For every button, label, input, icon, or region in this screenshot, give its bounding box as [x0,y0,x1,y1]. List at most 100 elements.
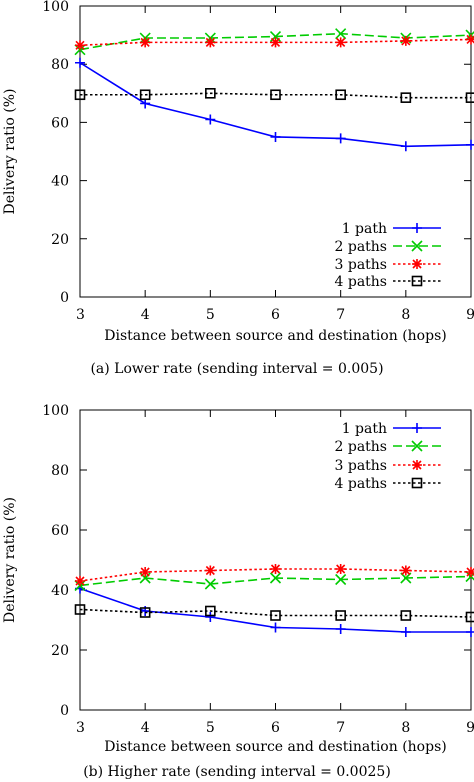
legend-label: 4 paths [335,476,388,492]
legend-swatch-marker [411,477,423,489]
series-2 [74,570,474,592]
legend-label: 3 paths [335,458,388,474]
data-point [400,92,412,103]
x-tick-label: 7 [336,720,345,736]
data-point [466,627,474,637]
x-tick-label: 6 [271,307,280,323]
y-tick-label: 100 [42,403,69,419]
data-point [205,565,216,576]
x-axis-label: Distance between source and destination … [104,739,446,755]
data-point [140,37,151,48]
data-point [269,572,282,584]
y-tick-label: 80 [51,463,69,479]
data-point [139,607,151,618]
data-point [74,604,86,615]
series-4 [74,88,474,103]
series-4 [74,604,474,623]
legend-swatch-marker [411,275,423,287]
x-tick-label: 9 [466,720,474,736]
legend-swatch-marker [412,460,422,470]
x-tick-label: 8 [401,307,410,323]
y-tick-label: 20 [51,232,69,248]
data-point [205,612,216,622]
data-point [466,139,474,150]
plot-frame [79,409,472,711]
series-line [79,608,472,618]
series-1 [75,583,474,637]
data-point [205,114,216,125]
y-tick-label: 40 [51,174,69,190]
x-tick-label: 5 [206,307,215,323]
data-point [205,37,216,48]
y-tick-label: 0 [60,290,69,306]
data-point [400,35,411,46]
figure-caption: (b) Higher rate (sending interval = 0.00… [83,764,391,780]
data-point [139,89,151,101]
legend-label: 2 paths [335,239,388,255]
data-point [335,610,346,621]
y-tick-label: 100 [42,0,69,15]
legend-label: 3 paths [335,257,388,273]
legend-swatch-marker [412,259,422,269]
data-point [335,37,346,48]
x-tick-label: 5 [206,720,215,736]
chart-higher-rate: 0 20 40 60 80 100 3 4 5 6 7 8 9 Distance between sour… [2,403,474,780]
legend: 1 path 2 paths 3 paths 4 paths [335,421,441,492]
legend-label: 4 paths [335,274,388,290]
data-point [75,40,85,51]
data-point [466,34,474,45]
data-point [400,610,412,621]
data-point [204,578,216,590]
y-tick-label: 60 [51,523,69,539]
figure-caption: (a) Lower rate (sending interval = 0.005… [90,361,383,377]
data-point [335,28,347,40]
data-point [75,57,85,68]
legend-swatch-marker [411,440,423,452]
x-tick-label: 7 [336,307,345,323]
data-point [465,92,474,103]
data-point [400,141,411,152]
data-point [205,605,216,617]
data-point [335,89,346,101]
y-tick-label: 60 [51,115,69,131]
data-point [335,624,346,634]
series-line [80,92,471,99]
y-tick-label: 0 [60,703,69,719]
x-tick-label: 4 [141,720,150,736]
data-point [270,89,281,101]
plot-frame [79,5,472,298]
series-3 [75,34,474,51]
legend-swatch-marker [411,240,423,252]
legend-label: 1 path [342,421,387,437]
data-point [270,622,281,633]
data-point [335,573,347,586]
data-point [140,98,151,109]
y-axis-label: Delivery ratio (%) [2,89,18,215]
data-point [335,133,346,144]
series-3 [75,564,474,586]
chart-lower-rate: 0 20 40 60 80 100 3 4 5 6 7 8 9 Distance between sour… [2,0,474,377]
data-point [270,131,281,142]
data-point [140,567,151,577]
data-point [75,576,85,586]
data-point [466,567,474,577]
data-point [335,564,346,574]
data-point [205,88,216,99]
legend-label: 1 path [342,221,387,237]
legend-label: 2 paths [335,439,388,455]
x-tick-label: 4 [141,307,150,323]
data-point [400,627,411,637]
x-tick-label: 9 [466,307,474,323]
x-tick-label: 3 [76,720,85,736]
data-point [270,37,281,48]
data-point [465,611,474,623]
y-tick-label: 80 [51,57,69,73]
y-tick-label: 20 [51,643,69,659]
x-tick-label: 6 [271,720,280,736]
data-point [74,89,86,101]
data-point [270,610,281,621]
legend-swatch-marker [412,423,422,433]
x-tick-label: 3 [76,307,85,323]
